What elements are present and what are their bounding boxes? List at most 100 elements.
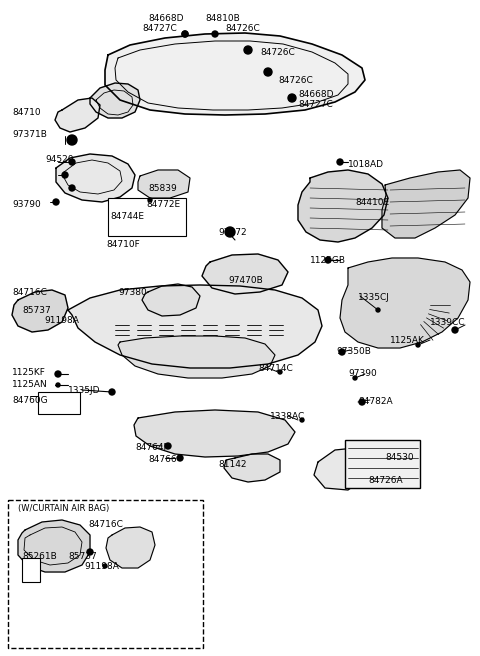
Text: 97372: 97372 [218, 228, 247, 237]
Circle shape [225, 227, 235, 237]
Circle shape [87, 549, 93, 555]
Polygon shape [118, 336, 275, 378]
Text: (W/CURTAIN AIR BAG): (W/CURTAIN AIR BAG) [18, 504, 109, 513]
Text: 97371B: 97371B [12, 130, 47, 139]
Polygon shape [382, 170, 470, 238]
Text: 85261B: 85261B [22, 552, 57, 561]
Circle shape [62, 172, 68, 178]
Circle shape [103, 564, 107, 568]
Text: 84727C: 84727C [298, 100, 333, 109]
Polygon shape [106, 527, 155, 568]
Circle shape [177, 455, 183, 461]
Circle shape [53, 199, 59, 205]
Text: 1125GB: 1125GB [310, 256, 346, 265]
Text: 84726C: 84726C [225, 24, 260, 33]
Text: 93790: 93790 [12, 200, 41, 209]
Text: 84726C: 84726C [278, 76, 313, 85]
Polygon shape [68, 285, 322, 368]
Circle shape [69, 185, 75, 191]
Text: 97470B: 97470B [228, 276, 263, 285]
Circle shape [55, 371, 61, 377]
Text: 94520: 94520 [45, 155, 73, 164]
Text: 84726C: 84726C [260, 48, 295, 57]
Circle shape [288, 94, 296, 102]
Circle shape [264, 68, 272, 76]
Polygon shape [105, 33, 365, 115]
Text: 84716C: 84716C [88, 520, 123, 529]
Circle shape [339, 349, 345, 355]
Text: 1125AK: 1125AK [390, 336, 425, 345]
Text: 97380: 97380 [118, 288, 147, 297]
Circle shape [67, 135, 77, 145]
Circle shape [337, 159, 343, 165]
Text: 84710F: 84710F [106, 240, 140, 249]
Polygon shape [56, 154, 135, 202]
Text: 84410E: 84410E [355, 198, 389, 207]
Bar [8, 500, 203, 648]
Text: 84727C: 84727C [142, 24, 177, 33]
Text: 84714C: 84714C [258, 364, 293, 373]
Text: 1018AD: 1018AD [348, 160, 384, 169]
Text: 84668D: 84668D [298, 90, 334, 99]
Text: 84782A: 84782A [358, 397, 393, 406]
Text: 81142: 81142 [218, 460, 247, 469]
Polygon shape [90, 83, 140, 118]
Text: 84810B: 84810B [205, 14, 240, 23]
Circle shape [109, 389, 115, 395]
Circle shape [416, 343, 420, 347]
Polygon shape [18, 520, 90, 572]
Circle shape [359, 399, 365, 405]
Circle shape [244, 46, 252, 54]
Text: 1335JD: 1335JD [68, 386, 100, 395]
Polygon shape [340, 258, 470, 348]
Text: 84760G: 84760G [12, 396, 48, 405]
Bar [345, 440, 420, 488]
Bar [108, 198, 186, 236]
Polygon shape [202, 254, 288, 294]
Circle shape [182, 31, 188, 37]
Circle shape [300, 418, 304, 422]
Text: 1338AC: 1338AC [270, 412, 305, 421]
Text: 84710: 84710 [12, 108, 41, 117]
Text: 85839: 85839 [148, 184, 177, 193]
Text: 85737: 85737 [22, 306, 51, 315]
Text: 84766: 84766 [148, 455, 177, 464]
Polygon shape [224, 454, 280, 482]
Text: 84716C: 84716C [12, 288, 47, 297]
Text: 84668D: 84668D [148, 14, 183, 23]
Text: 97390: 97390 [348, 369, 377, 378]
Circle shape [376, 308, 380, 312]
Bar [22, 558, 40, 582]
Text: 1339CC: 1339CC [430, 318, 466, 327]
Text: 91198A: 91198A [44, 316, 79, 325]
Polygon shape [314, 448, 368, 490]
Circle shape [452, 327, 458, 333]
Text: 91198A: 91198A [84, 562, 119, 571]
Polygon shape [142, 284, 200, 316]
Text: 1125KF: 1125KF [12, 368, 46, 377]
Text: 84530: 84530 [385, 453, 414, 462]
Circle shape [148, 198, 152, 202]
Polygon shape [55, 98, 100, 132]
Text: 97350B: 97350B [336, 347, 371, 356]
Text: 84772E: 84772E [146, 200, 180, 209]
Circle shape [56, 383, 60, 387]
Bar [38, 392, 80, 414]
Circle shape [325, 257, 331, 263]
Text: 84764F: 84764F [135, 443, 168, 452]
Polygon shape [138, 170, 190, 198]
Circle shape [278, 370, 282, 374]
Polygon shape [12, 290, 68, 332]
Polygon shape [298, 170, 388, 242]
Text: 1125AN: 1125AN [12, 380, 48, 389]
Polygon shape [134, 410, 295, 457]
Text: 84726A: 84726A [368, 476, 403, 485]
Circle shape [165, 443, 171, 449]
Circle shape [69, 159, 75, 165]
Text: 1335CJ: 1335CJ [358, 293, 390, 302]
Circle shape [212, 31, 218, 37]
Circle shape [353, 376, 357, 380]
Text: 85737: 85737 [68, 552, 97, 561]
Circle shape [182, 31, 188, 37]
Text: 84744E: 84744E [110, 212, 144, 221]
